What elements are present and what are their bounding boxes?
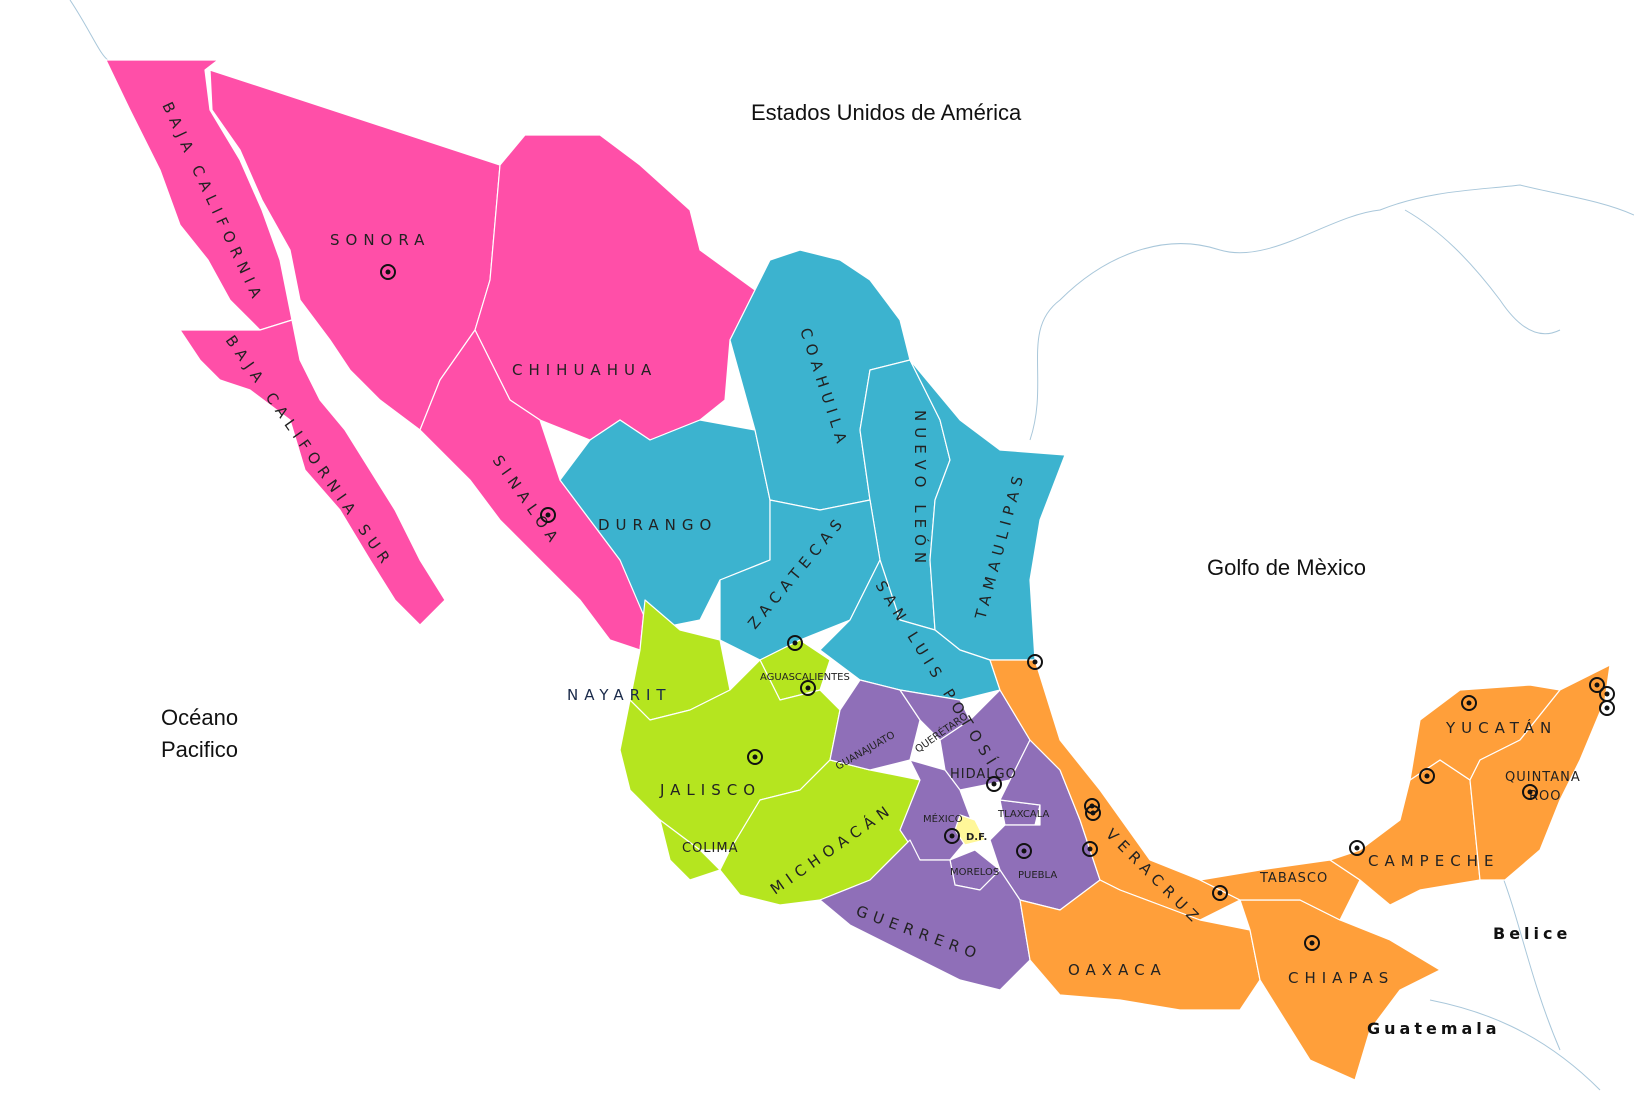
label-guatemala: Guatemala xyxy=(1367,1019,1501,1038)
label-ocean-2: Pacifico xyxy=(161,737,238,762)
region-south xyxy=(989,659,1611,1081)
state-guanajuato xyxy=(829,679,921,771)
capital-marker-dot xyxy=(1604,691,1610,697)
usa-coastline xyxy=(1029,184,1634,441)
belize-guatemala-line xyxy=(1429,869,1601,1091)
label-colima: COLIMA xyxy=(682,841,739,856)
label-campeche: CAMPECHE xyxy=(1368,852,1499,870)
label-belice: Belice xyxy=(1493,924,1571,943)
state-quintana-roo xyxy=(1469,664,1611,881)
label-quintana-roo-2: ROO xyxy=(1529,789,1562,804)
state-chihuahua xyxy=(474,134,756,441)
capital-marker-icon xyxy=(986,776,1002,792)
label-sonora: SONORA xyxy=(330,231,430,249)
label-nayarit: NAYARIT xyxy=(567,686,672,704)
label-mexico: MÉXICO xyxy=(923,812,963,825)
capital-marker-dot xyxy=(1032,659,1038,665)
capital-marker-icon xyxy=(1027,654,1043,670)
capital-marker-icon xyxy=(747,749,763,765)
capital-marker-icon xyxy=(1085,805,1101,821)
state-baja-california-sur xyxy=(179,319,446,626)
label-durango: DURANGO xyxy=(598,516,717,534)
label-quintana-roo-1: QUINTANA xyxy=(1505,770,1581,785)
capital-marker-dot xyxy=(1087,846,1093,852)
capital-marker-dot xyxy=(949,833,955,839)
capital-marker-icon xyxy=(1419,768,1435,784)
label-tlaxcala: TLAXCALA xyxy=(997,809,1049,820)
capital-marker-dot xyxy=(1217,890,1223,896)
label-df: D.F. xyxy=(966,832,987,843)
capital-marker-icon xyxy=(380,264,396,280)
capital-marker-dot xyxy=(991,781,997,787)
label-oaxaca: OAXACA xyxy=(1068,961,1167,979)
west-coast-line xyxy=(69,0,109,61)
label-gulf: Golfo de Mèxico xyxy=(1207,555,1366,580)
capital-markers xyxy=(380,264,1615,951)
capital-marker-dot xyxy=(385,269,391,275)
capital-marker-icon xyxy=(1522,784,1538,800)
label-hidalgo: HIDALGO xyxy=(950,767,1017,782)
label-chihuahua: CHIHUAHUA xyxy=(512,361,657,379)
capital-marker-dot xyxy=(1021,848,1027,854)
region-north xyxy=(559,249,1066,701)
capital-marker-dot xyxy=(545,512,551,518)
label-puebla: PUEBLA xyxy=(1018,870,1057,881)
label-chiapas: CHIAPAS xyxy=(1288,969,1394,987)
state-veracruz xyxy=(989,659,1241,921)
label-tabasco: TABASCO xyxy=(1259,871,1328,886)
capital-marker-icon xyxy=(1349,840,1365,856)
label-yucatan: YUCATÁN xyxy=(1445,718,1557,737)
region-northwest xyxy=(105,59,756,651)
capital-marker-icon xyxy=(1461,695,1477,711)
capital-marker-icon xyxy=(1082,841,1098,857)
capital-marker-dot xyxy=(1594,682,1600,688)
state-guerrero xyxy=(819,839,1031,991)
capital-marker-dot xyxy=(752,754,758,760)
label-nuevo-leon: NUEVO LEÓN xyxy=(911,410,930,569)
label-usa: Estados Unidos de América xyxy=(751,100,1022,125)
state-colima xyxy=(659,819,721,881)
capital-marker-icon xyxy=(1016,843,1032,859)
capital-marker-dot xyxy=(1309,940,1315,946)
label-morelos: MORELOS xyxy=(950,867,999,878)
capital-marker-dot xyxy=(1466,700,1472,706)
capital-marker-icon xyxy=(800,680,816,696)
capital-marker-icon xyxy=(1599,700,1615,716)
capital-marker-dot xyxy=(1090,810,1096,816)
capital-marker-icon xyxy=(787,635,803,651)
label-jalisco: JALISCO xyxy=(659,781,761,799)
florida-coastline xyxy=(1404,209,1561,335)
capital-marker-icon xyxy=(944,828,960,844)
capital-marker-icon xyxy=(1304,935,1320,951)
label-ocean-1: Océano xyxy=(161,705,238,730)
label-aguascalientes: AGUASCALIENTES xyxy=(760,672,850,683)
region-center xyxy=(819,679,1101,991)
capital-marker-dot xyxy=(1354,845,1360,851)
capital-marker-dot xyxy=(1424,773,1430,779)
capital-marker-dot xyxy=(1527,789,1533,795)
state-df xyxy=(954,814,986,846)
state-chiapas xyxy=(1239,899,1441,1081)
capital-marker-dot xyxy=(792,640,798,646)
capital-marker-icon xyxy=(540,507,556,523)
capital-marker-dot xyxy=(805,685,811,691)
capital-marker-dot xyxy=(1604,705,1610,711)
region-west xyxy=(619,599,921,906)
capital-marker-icon xyxy=(1212,885,1228,901)
capital-marker-icon xyxy=(1589,677,1605,693)
